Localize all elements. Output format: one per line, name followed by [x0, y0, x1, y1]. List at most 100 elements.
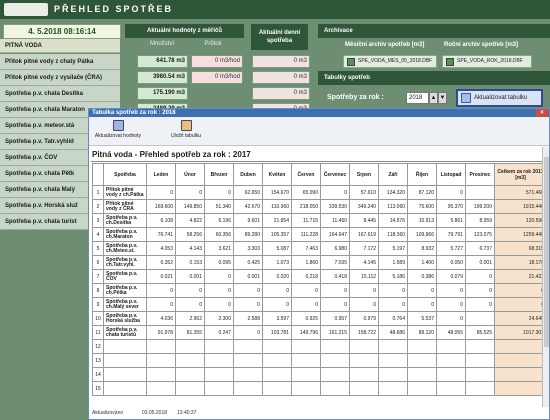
- column-header: Září: [378, 163, 408, 186]
- month-value: 0: [349, 283, 379, 298]
- meter-daily-value: 0 m3: [252, 71, 310, 84]
- month-value: [320, 381, 350, 396]
- month-value: 0: [204, 283, 234, 298]
- month-value: 0: [146, 283, 176, 298]
- table-row: 9 Spotřeba p.v. ch.Malý sever 0 0 0 0 0 0 0 0 0 0 0 0…: [92, 297, 547, 312]
- month-value: 0.153: [175, 255, 205, 270]
- year-total-value: 0: [494, 283, 547, 298]
- scrollbar-thumb[interactable]: [544, 157, 549, 347]
- month-value: 0.764: [378, 311, 408, 326]
- month-value: 79.791: [436, 227, 466, 242]
- row-number: 6: [92, 255, 104, 270]
- file-icon: [446, 58, 454, 66]
- save-icon: [180, 120, 192, 131]
- month-value: [320, 353, 350, 368]
- month-value: [436, 367, 466, 382]
- month-value: [146, 381, 176, 396]
- table-icon: [461, 93, 471, 103]
- month-value: 103.781: [262, 325, 292, 340]
- meter-row-label: Spotřeba p.v. chata Desítka: [0, 86, 120, 102]
- month-value: [146, 367, 176, 382]
- month-value: 95.370: [436, 199, 466, 214]
- month-value: 0.218: [291, 269, 321, 284]
- month-value: 5.861: [436, 213, 466, 228]
- column-header: Leden: [146, 163, 176, 186]
- month-value: 0: [407, 283, 437, 298]
- month-value: [233, 367, 263, 382]
- month-value: 0: [436, 311, 466, 326]
- column-header: Prosinec: [465, 163, 495, 186]
- arrow-down-icon: ▼: [439, 95, 446, 101]
- refresh-table-button[interactable]: Aktualizovat tabulku: [456, 89, 543, 107]
- month-value: 0.001: [175, 269, 205, 284]
- archive-section-title: Archivace: [318, 24, 550, 38]
- column-header: Květen: [262, 163, 292, 186]
- vertical-scrollbar[interactable]: [542, 147, 549, 407]
- meter-amount-value: 3980.54 m3: [137, 71, 188, 84]
- month-value: 0: [378, 297, 408, 312]
- row-name: Spotřeba p.v. ch.Malý sever: [103, 297, 147, 312]
- column-header: Únor: [175, 163, 205, 186]
- month-value: 164.647: [320, 227, 350, 242]
- row-name: Spotřeba p.v. ch.Maraton: [103, 227, 147, 242]
- month-value: [349, 367, 379, 382]
- year-total-value: [494, 339, 547, 354]
- month-value: 3.597: [262, 311, 292, 326]
- row-name: [103, 367, 147, 382]
- refresh-values-button[interactable]: Aktualizovat hodnoty: [93, 120, 143, 139]
- month-value: 0: [349, 297, 379, 312]
- month-value: 0.021: [146, 269, 176, 284]
- month-value: 0: [436, 297, 466, 312]
- month-value: [465, 185, 495, 200]
- month-value: 0: [204, 185, 234, 200]
- month-value: 89.120: [407, 325, 437, 340]
- yearly-archive-file-button[interactable]: SPE_VODA_ROK_2018.DBF: [442, 55, 532, 68]
- month-value: 8.959: [465, 213, 495, 228]
- month-value: 0.020: [262, 269, 292, 284]
- row-name: Přítok pitné vody z ch.Pátka: [103, 185, 147, 200]
- month-value: [436, 381, 466, 396]
- table-row: 2 Přítok pitné vody z ČRA 169.600 149.850 51…: [92, 199, 547, 214]
- month-value: 89.280: [233, 227, 263, 242]
- month-value: 5.537: [407, 311, 437, 326]
- month-value: 111.228: [291, 227, 321, 242]
- month-value: 0: [378, 283, 408, 298]
- meter-amount-value: 175.190 m3: [137, 87, 188, 100]
- month-value: 7.172: [349, 241, 379, 256]
- row-name: Spotřeba p.v. ch.Desítka: [103, 213, 147, 228]
- month-value: 0: [465, 297, 495, 312]
- row-number: 11: [92, 325, 104, 340]
- row-number: 8: [92, 283, 104, 298]
- window-title: Tabulka spotřeb za rok : 2018: [92, 110, 176, 116]
- meter-row-label: Přítok pitné vody z chaty Pátka: [0, 54, 120, 70]
- month-value: 199.200: [465, 199, 495, 214]
- month-value: 218.050: [291, 199, 321, 214]
- monthly-archive-file-button[interactable]: SPE_VODA_MES_05_2018.DBF: [343, 55, 437, 68]
- close-icon[interactable]: ×: [536, 109, 548, 117]
- month-value: 51.340: [204, 199, 234, 214]
- year-total-value: [494, 381, 547, 396]
- month-value: 0: [291, 297, 321, 312]
- daily-consumption-title: Aktuální denní spotřeba: [251, 24, 308, 50]
- month-value: [320, 339, 350, 354]
- month-value: 4.036: [146, 311, 176, 326]
- save-table-label: Uložit tabulku: [170, 133, 201, 139]
- month-value: 0.425: [233, 255, 263, 270]
- month-value: 7.463: [291, 241, 321, 256]
- amount-column-header: Množství: [149, 41, 174, 47]
- table-row: 15: [92, 381, 547, 396]
- month-value: 161.215: [320, 325, 350, 340]
- monthly-archive-label: Měsíční archiv spotřeb [m3]: [345, 42, 425, 48]
- row-name: Přítok pitné vody z ČRA: [103, 199, 147, 214]
- year-up-button[interactable]: ▲: [429, 92, 438, 104]
- month-value: 0: [320, 297, 350, 312]
- column-header: Duben: [233, 163, 263, 186]
- month-value: [407, 353, 437, 368]
- year-select[interactable]: 2018: [406, 92, 429, 104]
- save-table-button[interactable]: Uložit tabulku: [169, 120, 203, 139]
- month-value: 48.055: [436, 325, 466, 340]
- year-down-button[interactable]: ▼: [438, 92, 447, 104]
- month-value: [378, 381, 408, 396]
- month-value: 48.686: [378, 325, 408, 340]
- month-value: [465, 367, 495, 382]
